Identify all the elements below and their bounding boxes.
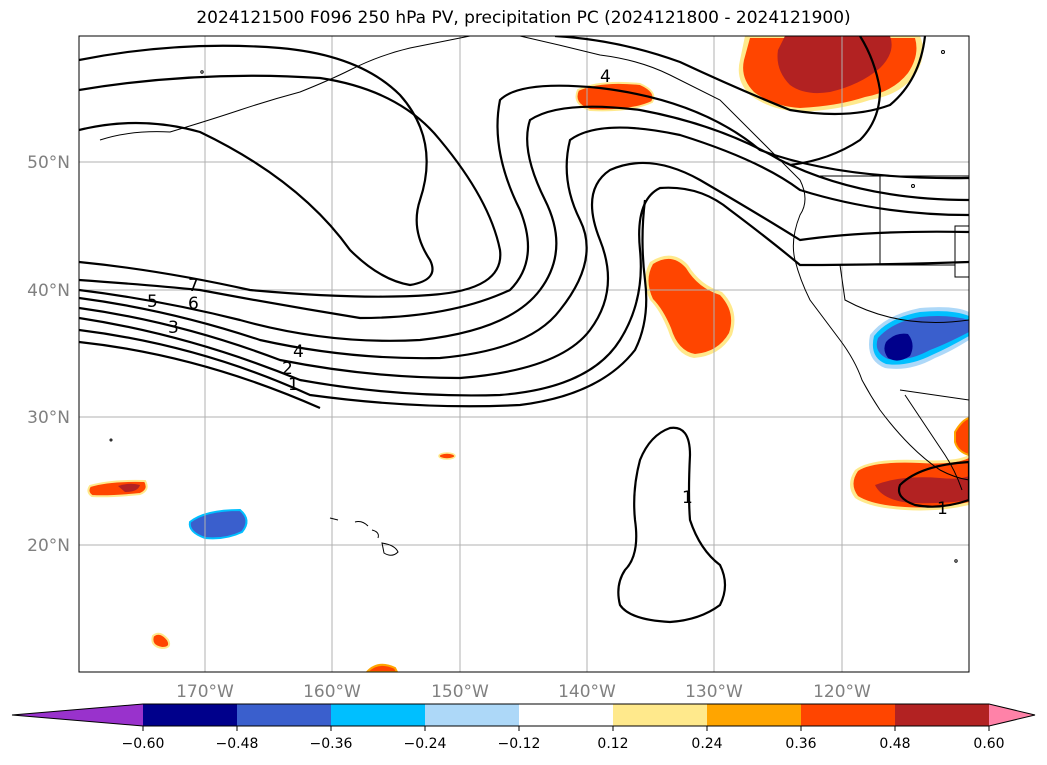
map-frame — [78, 35, 970, 673]
colorbar-swatch — [425, 704, 520, 726]
contour-label: 2 — [282, 359, 293, 379]
map-title: 2024121500 F096 250 hPa PV, precipitatio… — [196, 8, 851, 28]
contour-label: 5 — [147, 292, 158, 312]
lat-label: 20°N — [27, 536, 70, 556]
contour-label: 4 — [293, 342, 304, 362]
colorbar-swatch — [613, 704, 708, 726]
colorbar-swatch — [895, 704, 990, 726]
lat-label: 40°N — [27, 281, 70, 301]
lon-label: 120°W — [813, 682, 871, 702]
colorbar-swatch — [519, 704, 614, 726]
colorbar-tick-label: 0.60 — [973, 736, 1004, 752]
lat-label: 50°N — [27, 153, 70, 173]
longitude-labels: 170°W 160°W 150°W 140°W 130°W 120°W — [176, 682, 871, 702]
colorbar-tick-label: 0.48 — [879, 736, 910, 752]
colorbar-tick-label: −0.24 — [404, 736, 447, 752]
precip-positive-area — [575, 81, 655, 112]
colorbar-tick-label: 0.36 — [785, 736, 816, 752]
contour-label: 6 — [188, 294, 199, 314]
colorbar-tick-label: −0.48 — [216, 736, 259, 752]
lon-label: 160°W — [303, 682, 361, 702]
precipitation-shading — [87, 36, 969, 672]
islands — [109, 50, 958, 563]
lon-label: 130°W — [685, 682, 743, 702]
contour-label: 7 — [188, 276, 199, 296]
lon-label: 150°W — [431, 682, 489, 702]
colorbar-tick-label: 0.24 — [691, 736, 722, 752]
contour-labels: 7 6 5 3 4 2 1 4 1 1 — [147, 67, 948, 519]
contour-label: 1 — [288, 375, 299, 395]
colorbar-extend-left — [12, 704, 143, 726]
contour-label: 1 — [937, 499, 948, 519]
contour-label: 4 — [600, 67, 611, 87]
lon-label: 170°W — [176, 682, 234, 702]
contour-label: 1 — [682, 488, 693, 508]
colorbar-tick-label: −0.36 — [310, 736, 353, 752]
latitude-labels: 50°N 40°N 30°N 20°N — [27, 153, 70, 556]
colorbar: −0.60 −0.48 −0.36 −0.24 −0.12 0.12 0.24 0.36 0.4… — [11, 703, 1036, 752]
precip-positive-area — [87, 479, 148, 498]
colorbar-swatch — [143, 704, 238, 726]
lat-label: 30°N — [27, 408, 70, 428]
colorbar-tick-label: −0.12 — [498, 736, 541, 752]
colorbar-swatch — [707, 704, 802, 726]
lon-label: 140°W — [558, 682, 616, 702]
map-panel — [79, 36, 969, 672]
colorbar-tick-label: 0.12 — [597, 736, 628, 752]
colorbar-swatch — [237, 704, 332, 726]
graticule — [79, 36, 969, 672]
colorbar-swatch — [801, 704, 896, 726]
precip-negative-area — [188, 508, 248, 540]
pv-contours — [79, 36, 969, 624]
colorbar-extend-right — [989, 704, 1035, 726]
colorbar-tick-label: −0.60 — [122, 736, 165, 752]
colorbar-swatch — [331, 704, 426, 726]
contour-label: 3 — [168, 318, 179, 338]
